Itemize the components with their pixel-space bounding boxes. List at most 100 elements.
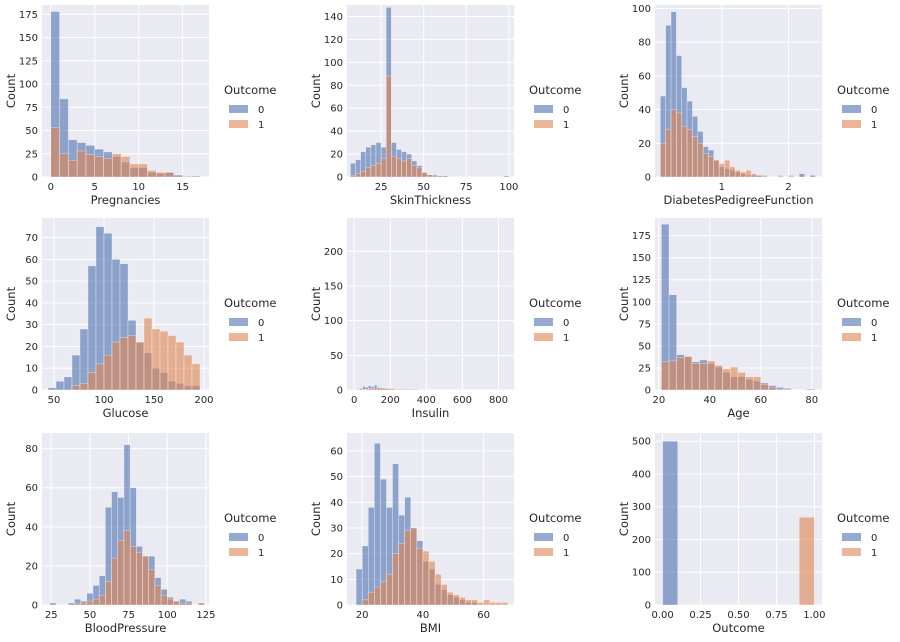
bar-outcome-1 bbox=[788, 175, 795, 178]
x-tick-label: 150 bbox=[144, 395, 163, 406]
bar-outcome-1 bbox=[745, 170, 752, 178]
legend-title: Outcome bbox=[529, 296, 582, 310]
bar-outcome-0 bbox=[503, 175, 510, 178]
x-tick-label: 600 bbox=[453, 395, 472, 406]
bar-outcome-1 bbox=[164, 172, 175, 178]
bar-outcome-1 bbox=[191, 363, 201, 391]
bar-outcome-0 bbox=[49, 602, 57, 606]
bar-outcome-1 bbox=[406, 158, 413, 178]
legend-swatch-1 bbox=[842, 548, 861, 556]
y-tick-label: 60 bbox=[638, 71, 651, 82]
x-tick-label: 40 bbox=[703, 395, 716, 406]
bar-outcome-1 bbox=[404, 530, 412, 606]
legend: Outcome 0 1 bbox=[837, 296, 890, 344]
legend-label-0: 0 bbox=[871, 318, 877, 329]
bar-outcome-1 bbox=[421, 172, 428, 178]
y-tick-label: 20 bbox=[638, 139, 651, 150]
y-tick-label: 120 bbox=[324, 35, 343, 46]
x-tick-label: 10 bbox=[132, 182, 145, 193]
bar-outcome-1 bbox=[175, 341, 185, 391]
bar-outcome-1 bbox=[431, 175, 438, 178]
bar-outcome-0 bbox=[662, 440, 679, 606]
legend-label-1: 1 bbox=[563, 333, 569, 344]
subplot-skinthickness: 0 20 40 60 80 100 120 140 25 50 75 100 SkinThickness… bbox=[309, 5, 582, 207]
bar-outcome-1 bbox=[151, 328, 161, 391]
bar-outcome-1 bbox=[699, 363, 708, 391]
y-tick-label: 50 bbox=[330, 351, 343, 362]
bar-outcome-1 bbox=[691, 363, 700, 391]
bar-outcome-1 bbox=[370, 388, 375, 391]
bar-outcome-1 bbox=[365, 167, 372, 178]
y-axis-label: Count bbox=[309, 73, 323, 108]
bar-outcome-1 bbox=[668, 360, 677, 391]
bar-outcome-1 bbox=[416, 167, 423, 178]
bar-outcome-0 bbox=[809, 175, 816, 178]
bar-outcome-1 bbox=[138, 163, 148, 178]
legend-swatch-1 bbox=[229, 120, 248, 128]
y-tick-label: 40 bbox=[25, 522, 38, 533]
y-tick-label: 140 bbox=[324, 12, 343, 23]
y-tick-label: 0 bbox=[337, 173, 343, 184]
y-tick-label: 60 bbox=[25, 255, 38, 266]
bar-outcome-1 bbox=[148, 569, 156, 606]
y-tick-label: 0 bbox=[32, 601, 38, 612]
bar-outcome-1 bbox=[681, 126, 688, 178]
y-tick-label: 200 bbox=[632, 535, 651, 546]
bar-outcome-1 bbox=[426, 174, 433, 178]
bar-outcome-0 bbox=[55, 381, 65, 391]
bar-outcome-1 bbox=[373, 387, 378, 391]
y-tick-label: 175 bbox=[19, 10, 38, 21]
bar-outcome-1 bbox=[777, 175, 784, 178]
bar-outcome-1 bbox=[768, 387, 777, 391]
x-tick-label: 0 bbox=[48, 182, 54, 193]
bar-outcome-1 bbox=[437, 175, 443, 178]
x-tick-label: 15 bbox=[176, 182, 189, 193]
bar-outcome-1 bbox=[74, 602, 81, 606]
bar-outcome-1 bbox=[665, 129, 672, 178]
bar-outcome-1 bbox=[135, 341, 145, 391]
legend-label-0: 0 bbox=[563, 105, 569, 116]
y-tick-label: 400 bbox=[632, 469, 651, 480]
bar-outcome-1 bbox=[167, 598, 174, 606]
y-tick-label: 30 bbox=[330, 523, 343, 534]
y-tick-label: 50 bbox=[638, 341, 651, 352]
bar-outcome-1 bbox=[760, 384, 769, 391]
legend-swatch-0 bbox=[534, 105, 553, 113]
y-tick-label: 100 bbox=[632, 297, 651, 308]
bar-outcome-1 bbox=[380, 158, 387, 178]
bar-outcome-1 bbox=[362, 389, 366, 391]
bar-outcome-1 bbox=[734, 170, 741, 178]
bar-outcome-1 bbox=[167, 335, 177, 391]
bar-outcome-1 bbox=[713, 159, 720, 178]
legend-swatch-0 bbox=[534, 318, 553, 326]
bar-outcome-1 bbox=[440, 584, 448, 606]
legend-title: Outcome bbox=[837, 83, 890, 97]
legend-title: Outcome bbox=[529, 83, 582, 97]
x-tick-label: 0.50 bbox=[727, 610, 749, 621]
bar-outcome-1 bbox=[80, 602, 88, 606]
y-tick-label: 50 bbox=[25, 126, 38, 137]
bar-outcome-1 bbox=[729, 366, 739, 391]
bar-outcome-0 bbox=[408, 389, 412, 391]
legend: Outcome 0 1 bbox=[837, 511, 890, 559]
y-tick-label: 60 bbox=[25, 483, 38, 494]
bar-outcome-1 bbox=[501, 602, 509, 606]
legend-label-1: 1 bbox=[258, 120, 264, 131]
bar-outcome-1 bbox=[692, 136, 699, 178]
bar-outcome-1 bbox=[722, 368, 731, 391]
x-tick-label: 125 bbox=[196, 610, 215, 621]
x-tick-label: 80 bbox=[805, 395, 818, 406]
y-tick-label: 75 bbox=[25, 103, 38, 114]
bar-outcome-1 bbox=[410, 527, 418, 606]
y-axis-label: Count bbox=[309, 286, 323, 321]
bar-outcome-0 bbox=[414, 389, 418, 391]
plot-background bbox=[347, 218, 514, 390]
bar-outcome-1 bbox=[368, 591, 375, 606]
legend-label-0: 0 bbox=[258, 318, 264, 329]
bar-outcome-1 bbox=[783, 388, 792, 391]
bar-outcome-1 bbox=[105, 581, 112, 606]
bar-outcome-1 bbox=[376, 387, 381, 391]
bar-outcome-1 bbox=[127, 335, 137, 391]
bar-outcome-0 bbox=[79, 328, 89, 391]
legend: Outcome 0 1 bbox=[529, 296, 582, 344]
